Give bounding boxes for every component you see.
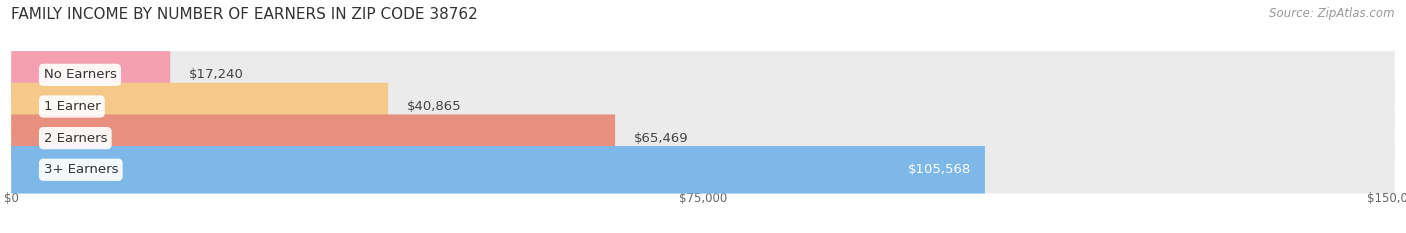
Text: $105,568: $105,568 xyxy=(908,163,972,176)
Text: 2 Earners: 2 Earners xyxy=(44,132,107,145)
FancyBboxPatch shape xyxy=(11,51,170,99)
Text: 1 Earner: 1 Earner xyxy=(44,100,100,113)
FancyBboxPatch shape xyxy=(11,114,614,162)
Text: $17,240: $17,240 xyxy=(188,68,243,81)
FancyBboxPatch shape xyxy=(11,83,1395,130)
FancyBboxPatch shape xyxy=(11,51,1395,99)
Text: 3+ Earners: 3+ Earners xyxy=(44,163,118,176)
FancyBboxPatch shape xyxy=(11,114,1395,162)
FancyBboxPatch shape xyxy=(11,146,986,194)
Text: Source: ZipAtlas.com: Source: ZipAtlas.com xyxy=(1270,7,1395,20)
Text: FAMILY INCOME BY NUMBER OF EARNERS IN ZIP CODE 38762: FAMILY INCOME BY NUMBER OF EARNERS IN ZI… xyxy=(11,7,478,22)
Text: No Earners: No Earners xyxy=(44,68,117,81)
Text: $40,865: $40,865 xyxy=(406,100,461,113)
FancyBboxPatch shape xyxy=(11,146,1395,194)
Text: $65,469: $65,469 xyxy=(634,132,688,145)
FancyBboxPatch shape xyxy=(11,83,388,130)
